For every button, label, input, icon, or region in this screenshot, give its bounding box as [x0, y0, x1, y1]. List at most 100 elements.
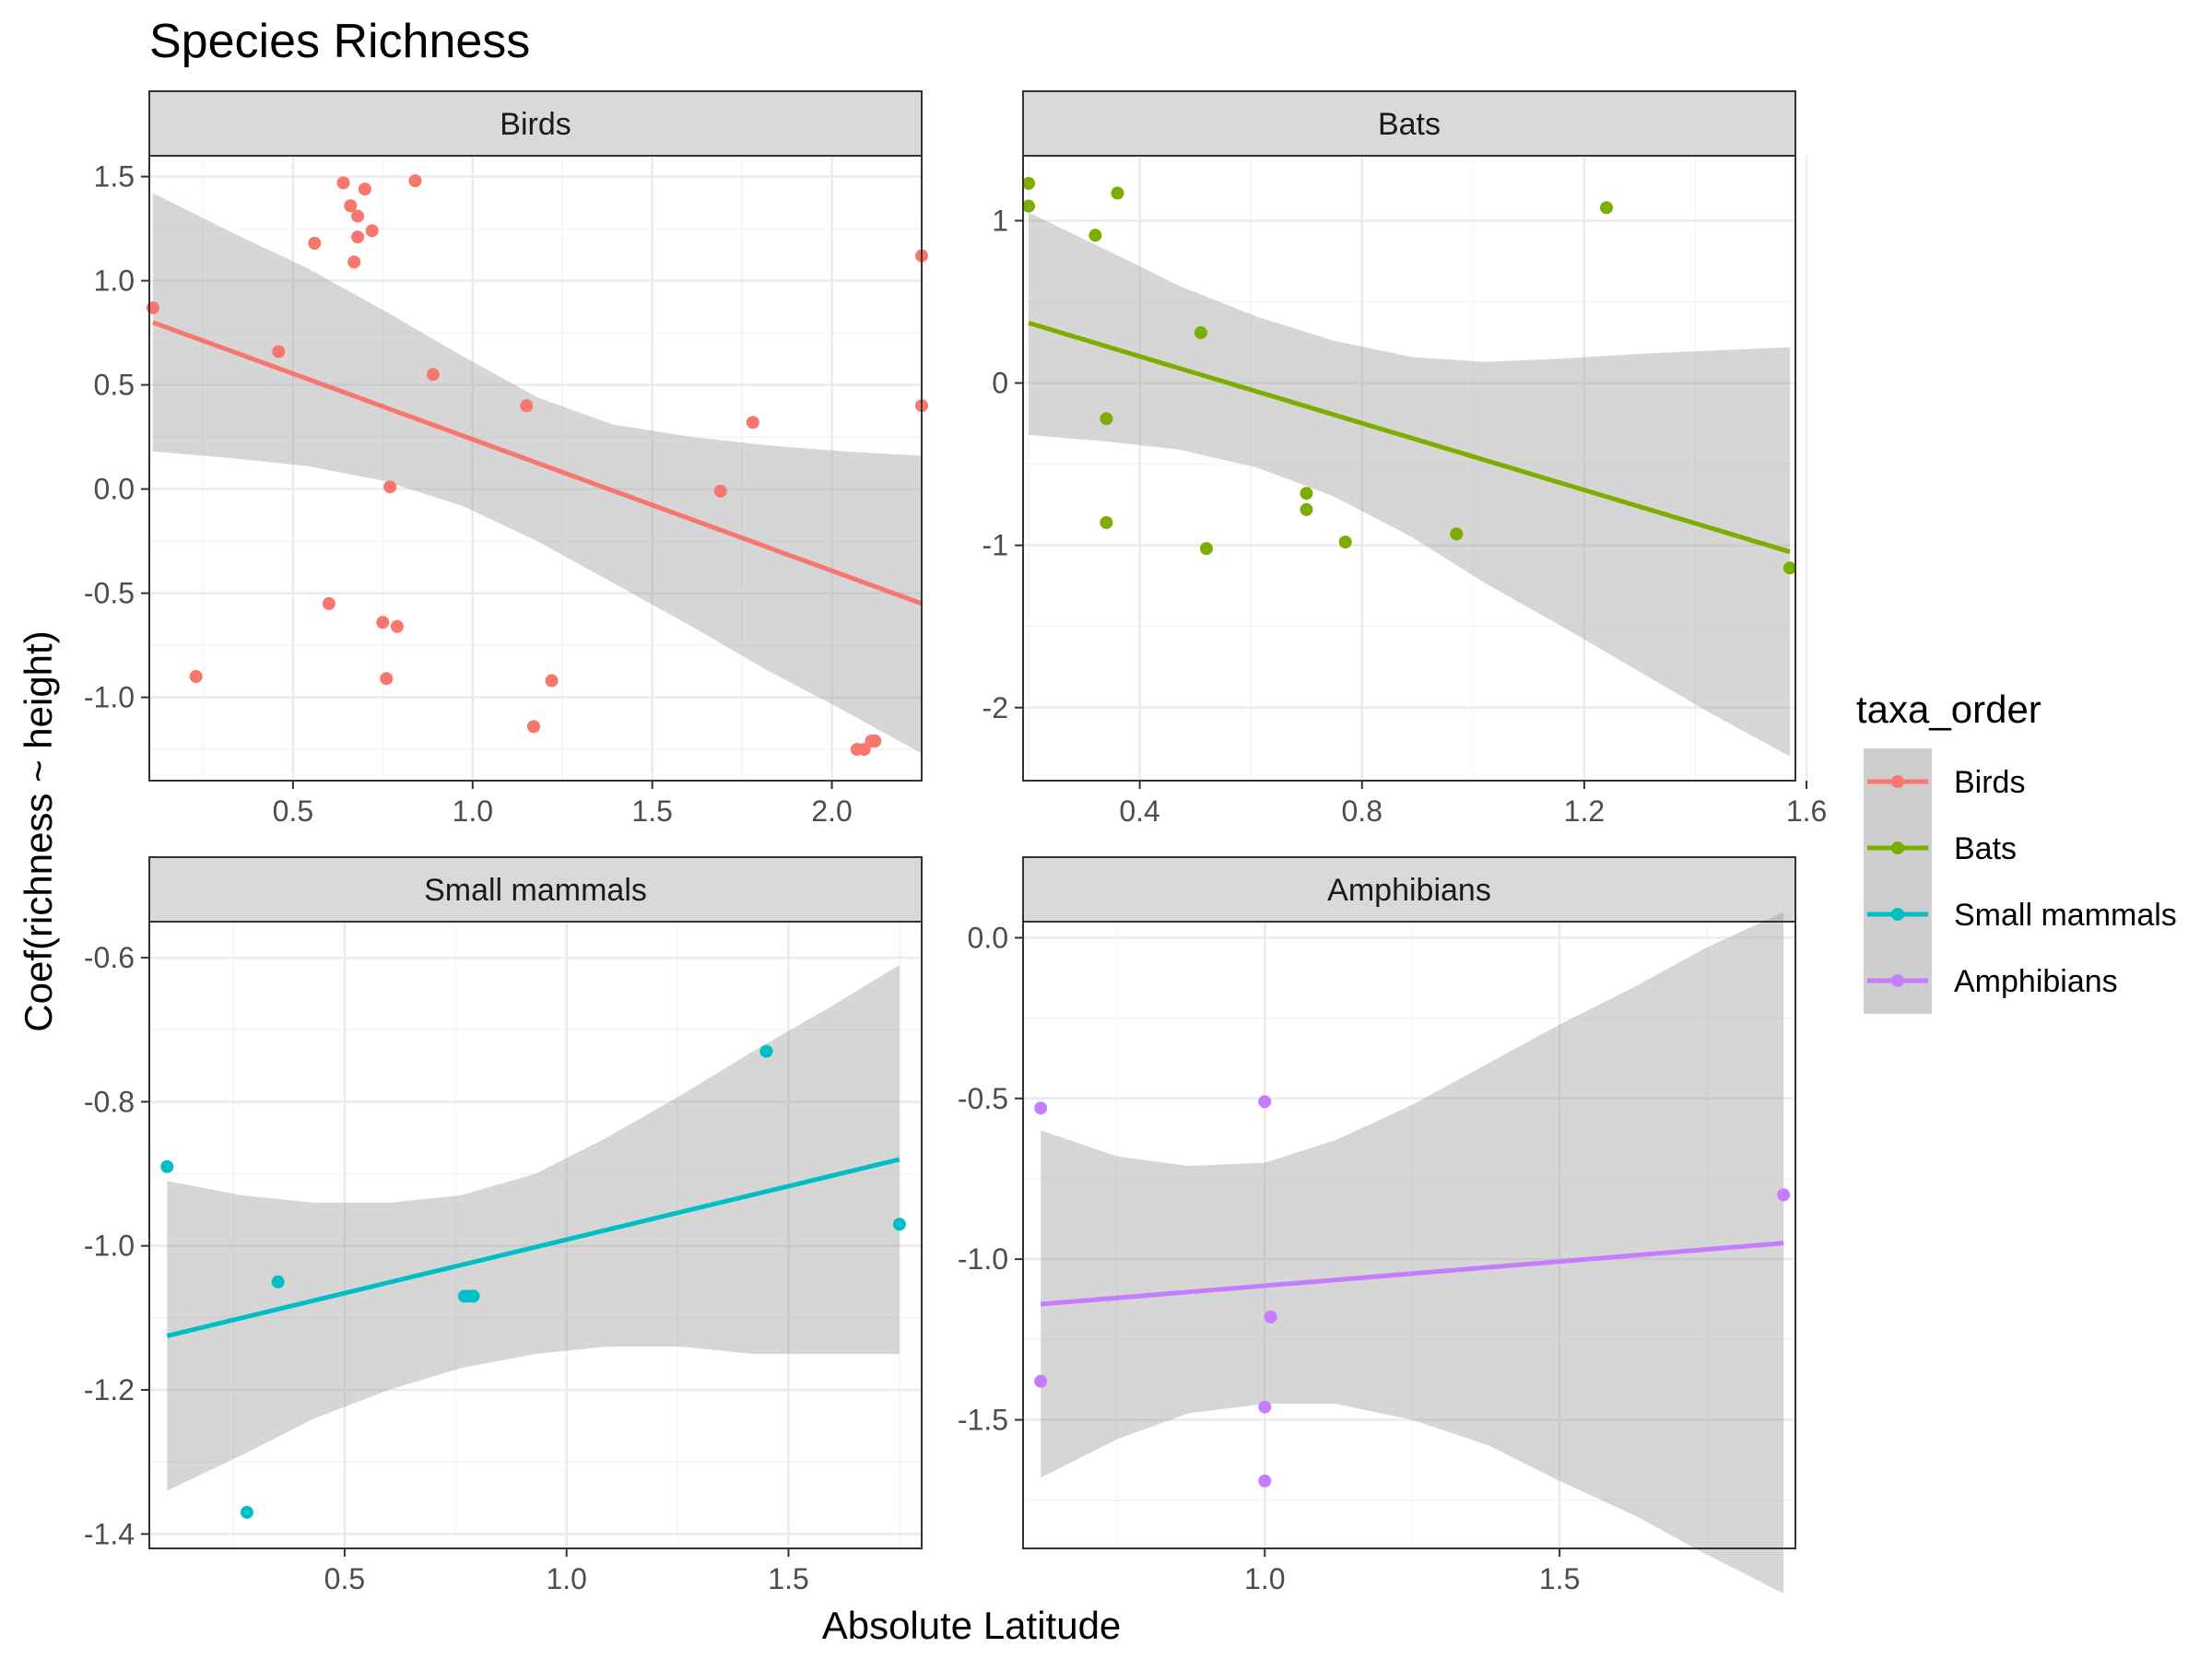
data-point: [408, 174, 422, 188]
plot-title: Species Richness: [149, 15, 530, 68]
data-point: [1258, 1474, 1272, 1488]
facet-strip: [148, 856, 923, 923]
data-point: [1783, 561, 1796, 575]
data-point: [351, 230, 365, 244]
y-tick-label: 0.5: [94, 369, 135, 402]
major-gridlines: [149, 156, 922, 781]
data-point: [1111, 186, 1124, 200]
data-point: [527, 720, 541, 734]
legend-item: Amphibians: [1864, 947, 2118, 1014]
legend-title: taxa_order: [1856, 688, 2041, 731]
facet-strip-label: Small mammals: [424, 873, 647, 908]
data-point: [383, 480, 397, 494]
data-point: [759, 1044, 773, 1058]
data-point: [365, 224, 379, 238]
y-tick-label: -1.4: [84, 1517, 135, 1550]
major-gridlines: [1023, 156, 1808, 781]
minor-gridlines: [149, 922, 922, 1548]
legend-key-point: [1891, 908, 1904, 921]
legend-key-point: [1891, 841, 1904, 854]
data-point: [380, 672, 394, 686]
y-tick-label: -0.5: [958, 1082, 1008, 1115]
minor-gridlines: [1023, 922, 1795, 1548]
legend: taxa_order Birds Bats Small mammals Amphibi…: [1856, 688, 2177, 1014]
data-point: [1194, 325, 1207, 339]
data-point: [857, 743, 871, 757]
x-axis-title: Absolute Latitude: [822, 1604, 1122, 1647]
data-point: [1022, 199, 1036, 213]
panel-bats: Bats 0.4 0.8 1.2 1.6 -2 -1 0 1: [982, 90, 1827, 828]
data-point: [160, 1159, 174, 1173]
facet-strip: [1022, 90, 1796, 157]
data-point: [713, 484, 727, 498]
panel-border: [148, 921, 923, 1549]
y-tick-label: 1: [992, 204, 1008, 237]
data-point: [1258, 1095, 1272, 1109]
y-tick-label: -1.0: [84, 1230, 135, 1263]
data-point: [390, 619, 404, 633]
y-tick-label: -2: [982, 691, 1008, 724]
data-point: [308, 236, 322, 250]
data-point: [322, 596, 335, 610]
y-tick-label: -0.5: [84, 577, 135, 610]
y-tick-label: -0.6: [84, 941, 135, 974]
y-tick-label: -1.0: [84, 681, 135, 714]
data-point: [344, 199, 358, 213]
data-point: [1100, 412, 1113, 426]
y-tick-label: 0.0: [968, 921, 1008, 954]
legend-item: Bats: [1864, 815, 2017, 881]
y-tick-label: -1.5: [958, 1404, 1008, 1437]
y-tick-label: 1.5: [94, 160, 135, 194]
data-point: [1022, 176, 1036, 190]
data-point: [1300, 502, 1313, 516]
x-tick-label: 1.5: [768, 1562, 808, 1595]
facet-strip: [148, 90, 923, 157]
x-tick-label: 1.0: [546, 1562, 586, 1595]
x-tick-label: 0.5: [273, 794, 313, 828]
data-point: [1264, 1310, 1277, 1324]
data-point: [1100, 515, 1113, 529]
data-point: [426, 368, 440, 382]
data-point: [1258, 1400, 1272, 1414]
y-tick-label: -0.8: [84, 1085, 135, 1118]
y-tick-label: -1.0: [958, 1242, 1008, 1276]
legend-key-point: [1891, 775, 1904, 788]
facet-strip-label: Birds: [500, 107, 571, 142]
data-point: [347, 255, 361, 269]
x-tick-label: 0.8: [1342, 794, 1382, 828]
minor-gridlines: [149, 156, 923, 781]
x-tick-label: 2.0: [811, 794, 852, 828]
data-point: [892, 1218, 906, 1231]
confidence-band: [152, 193, 922, 754]
y-tick-label: 0.0: [94, 473, 135, 506]
data-point: [1338, 535, 1352, 549]
data-point: [1450, 527, 1464, 541]
data-point: [376, 616, 390, 629]
panel-amphibians: Amphibians 1.0 1.5 -1.5 -1.0 -0.5 0.0: [958, 856, 1796, 1595]
x-tick-label: 1.2: [1564, 794, 1605, 828]
data-points: [160, 1044, 906, 1519]
legend-key-background: [1864, 748, 1932, 1014]
legend-item: Small mammals: [1864, 881, 2177, 947]
legend-label: Birds: [1954, 765, 2025, 800]
data-points: [1022, 176, 1796, 575]
data-points: [146, 174, 928, 757]
x-tick-label: 1.0: [453, 794, 493, 828]
legend-label: Bats: [1954, 831, 2017, 866]
x-tick-label: 1.0: [1244, 1562, 1285, 1595]
data-point: [1600, 201, 1614, 215]
minor-gridlines: [1023, 156, 1795, 781]
data-point: [1034, 1374, 1048, 1388]
x-tick-label: 1.5: [631, 794, 672, 828]
panel-small-mammals: Small mammals 0.5 1.0 1.5 -1.4 -1.2 -1.0 -0.8 -0…: [84, 856, 923, 1595]
x-tick-label: 1.6: [1786, 794, 1827, 828]
y-tick-label: 0: [992, 367, 1008, 400]
regression-line: [152, 320, 923, 606]
legend-label: Amphibians: [1954, 964, 2118, 999]
data-point: [1088, 229, 1102, 242]
confidence-band: [1029, 212, 1790, 757]
data-points: [1034, 1095, 1791, 1488]
panel-birds: Birds 0.5 1.0 1.5 2.0 -1.0 -0.5 0.0 0.5 1.0 1.5: [84, 90, 928, 828]
